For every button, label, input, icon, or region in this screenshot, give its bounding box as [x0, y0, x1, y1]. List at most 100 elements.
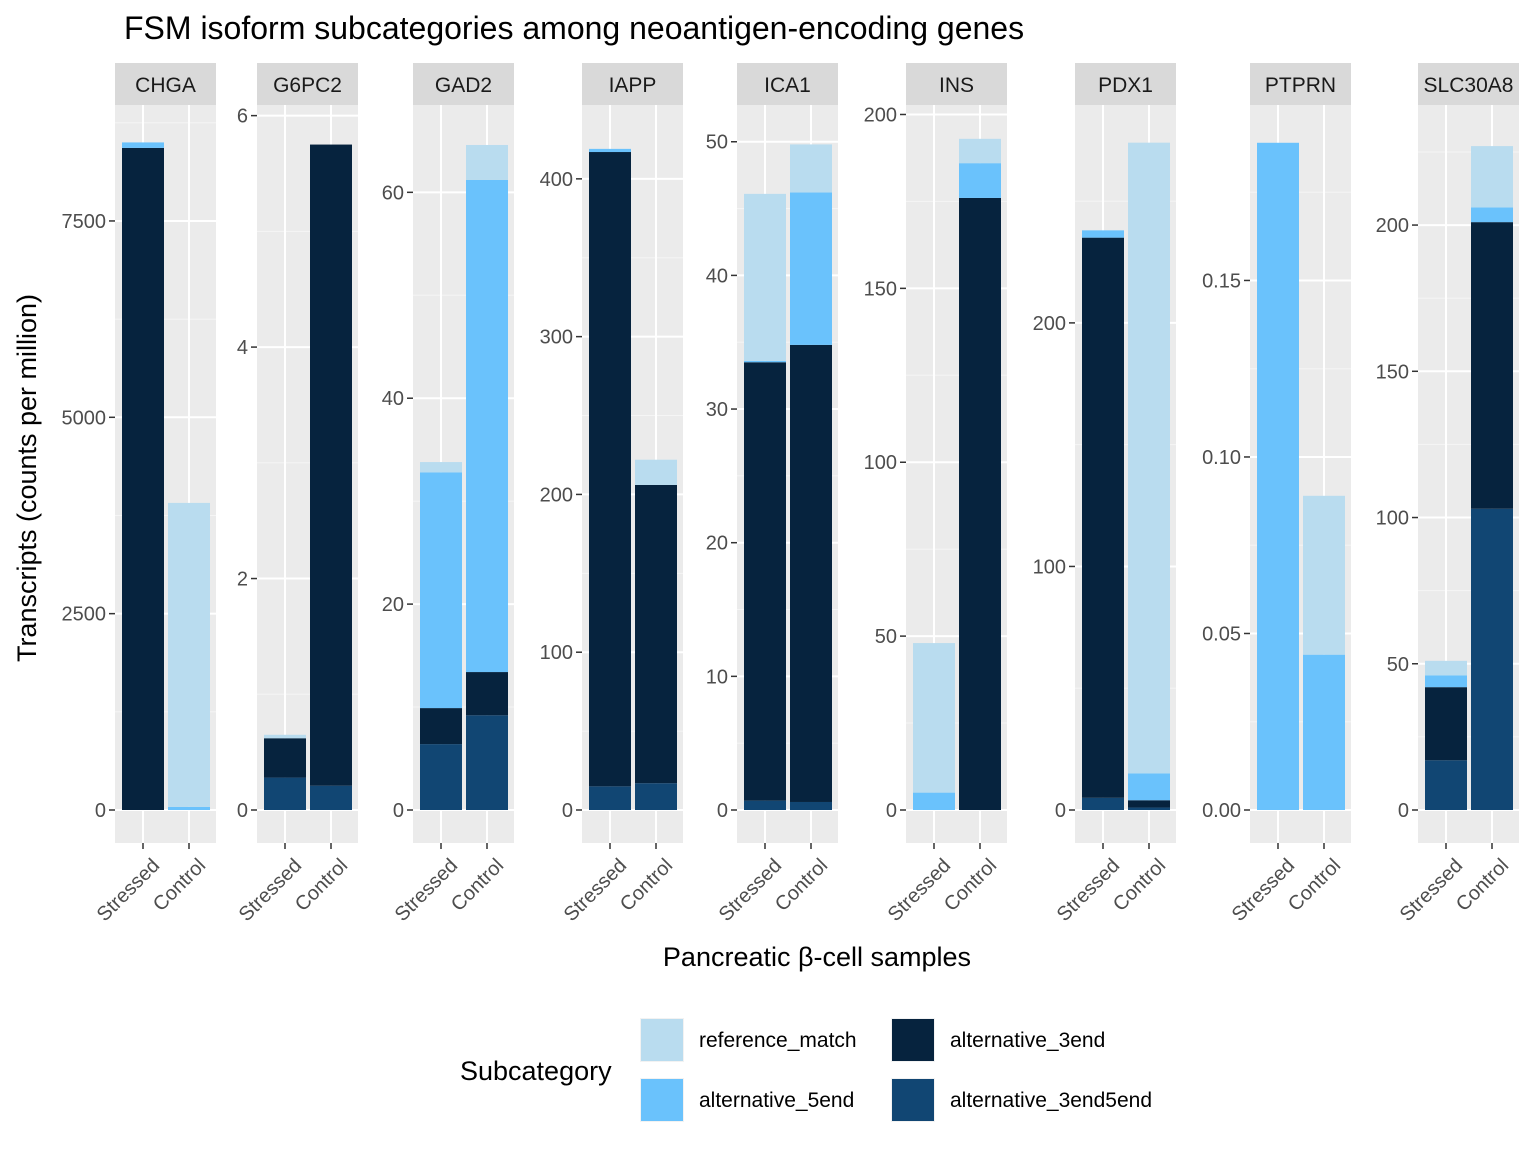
legend-swatch-alternative-3end5end	[892, 1079, 934, 1121]
y-tick-label-ptprn: 0.05	[1202, 623, 1241, 645]
bar-pdx1-stressed-alternative-3end	[1082, 237, 1124, 798]
facet-label-gad2: GAD2	[435, 74, 492, 97]
bar-iapp-stressed-alternative-3end5end	[589, 786, 631, 810]
bar-g6pc2-stressed-alternative-3end	[264, 738, 306, 778]
y-tick-label-pdx1: 200	[1033, 313, 1066, 335]
facet-label-ica1: ICA1	[764, 74, 811, 97]
bar-g6pc2-stressed-alternative-3end5end	[264, 777, 306, 810]
bar-slc30a8-control-reference-match	[1471, 146, 1513, 208]
y-tick-label-chga: 0	[95, 800, 106, 822]
bar-ica1-stressed-alternative-5end	[744, 360, 786, 363]
bar-iapp-control-reference-match	[635, 459, 677, 485]
y-tick-label-chga: 2500	[62, 604, 107, 626]
bar-ica1-stressed-alternative-3end5end	[744, 800, 786, 810]
facet-label-ins: INS	[939, 74, 974, 97]
y-tick-label-ica1: 40	[706, 265, 728, 287]
y-tick-label-g6pc2: 0	[237, 800, 248, 822]
bar-ica1-control-alternative-3end5end	[790, 801, 832, 810]
bar-gad2-stressed-alternative-3end	[420, 708, 462, 745]
bar-ptprn-control-alternative-5end	[1303, 654, 1345, 810]
bar-iapp-stressed-alternative-5end	[589, 148, 631, 153]
bar-ica1-stressed-alternative-3end	[744, 362, 786, 801]
facet-strip-gad2	[413, 63, 514, 105]
y-tick-label-iapp: 200	[540, 484, 573, 506]
x-tick-label-g6pc2-control: Control	[291, 855, 352, 916]
legend-label-reference-match: reference_match	[699, 1029, 857, 1052]
x-tick-label-ptprn-control: Control	[1284, 855, 1345, 916]
y-tick-label-ins: 50	[875, 626, 897, 648]
y-tick-label-slc30a8: 200	[1376, 215, 1409, 237]
y-tick-label-pdx1: 100	[1033, 556, 1066, 578]
facet-label-g6pc2: G6PC2	[273, 74, 342, 97]
x-tick-label-ins-control: Control	[940, 855, 1001, 916]
y-tick-label-gad2: 40	[382, 388, 404, 410]
bar-pdx1-control-alternative-5end	[1128, 773, 1170, 801]
bar-slc30a8-stressed-reference-match	[1425, 660, 1467, 676]
y-tick-label-ins: 150	[864, 278, 897, 300]
y-tick-label-ica1: 30	[706, 399, 728, 421]
y-tick-label-ins: 100	[864, 452, 897, 474]
facet-panels: CHGA0250050007500StressedControlG6PC2024…	[62, 63, 1519, 926]
bar-ptprn-control-reference-match	[1303, 495, 1345, 655]
bar-pdx1-stressed-alternative-5end	[1082, 230, 1124, 238]
x-tick-label-ica1-control: Control	[771, 855, 832, 916]
x-tick-label-chga-control: Control	[149, 855, 210, 916]
y-tick-label-iapp: 0	[562, 800, 573, 822]
y-tick-label-slc30a8: 50	[1387, 654, 1409, 676]
facet-label-pdx1: PDX1	[1098, 74, 1153, 97]
bar-gad2-control-alternative-5end	[466, 179, 508, 673]
bar-iapp-stressed-alternative-3end	[589, 152, 631, 787]
bar-iapp-control-alternative-3end5end	[635, 783, 677, 810]
facet-label-iapp: IAPP	[609, 74, 657, 97]
bar-gad2-stressed-alternative-3end5end	[420, 744, 462, 810]
bar-pdx1-control-alternative-3end5end	[1128, 807, 1170, 810]
facet-strip-iapp	[582, 63, 683, 105]
legend-items: reference_match alternative_5end alternati…	[640, 1018, 1152, 1122]
chart-title: FSM isoform subcategories among neoantig…	[124, 10, 1024, 46]
y-tick-label-ica1: 50	[706, 132, 728, 154]
y-tick-label-iapp: 400	[540, 169, 573, 191]
facet-strip-pdx1	[1075, 63, 1176, 105]
bar-ica1-control-alternative-5end	[790, 192, 832, 345]
facet-strip-chga	[115, 63, 216, 105]
facet-strip-ins	[906, 63, 1007, 105]
legend-title: Subcategory	[460, 1056, 612, 1086]
y-tick-label-ica1: 0	[717, 800, 728, 822]
y-tick-label-slc30a8: 0	[1398, 800, 1409, 822]
x-tick-label-ica1-stressed: Stressed	[715, 855, 786, 926]
y-tick-label-gad2: 0	[393, 800, 404, 822]
y-tick-label-ica1: 10	[706, 666, 728, 688]
y-tick-label-gad2: 60	[382, 182, 404, 204]
y-axis-title: Transcripts (counts per million)	[12, 294, 42, 662]
y-tick-label-gad2: 20	[382, 594, 404, 616]
bar-chga-control-alternative-5end	[168, 806, 210, 810]
y-tick-label-slc30a8: 150	[1376, 361, 1409, 383]
bar-chga-stressed-alternative-5end	[122, 142, 164, 148]
facet-label-chga: CHGA	[135, 74, 196, 97]
bar-slc30a8-control-alternative-3end	[1471, 222, 1513, 509]
bar-chga-control-reference-match	[168, 502, 210, 807]
legend-swatch-reference-match	[641, 1019, 683, 1061]
x-tick-label-g6pc2-stressed: Stressed	[235, 855, 306, 926]
y-tick-label-iapp: 100	[540, 642, 573, 664]
legend: Subcategory reference_match alternative_5…	[460, 1018, 1152, 1122]
facet-strip-ica1	[737, 63, 838, 105]
y-tick-label-chga: 5000	[62, 407, 107, 429]
x-tick-label-iapp-control: Control	[616, 855, 677, 916]
y-tick-label-ins: 0	[886, 800, 897, 822]
x-tick-label-chga-stressed: Stressed	[93, 855, 164, 926]
bar-ins-stressed-alternative-5end	[913, 792, 955, 810]
y-tick-label-chga: 7500	[62, 211, 107, 233]
y-tick-label-ptprn: 0.15	[1202, 270, 1241, 292]
y-tick-label-g6pc2: 2	[237, 569, 248, 591]
bar-ins-control-reference-match	[959, 138, 1001, 164]
bar-ica1-control-reference-match	[790, 144, 832, 193]
bar-ptprn-stressed-alternative-5end	[1257, 142, 1299, 811]
